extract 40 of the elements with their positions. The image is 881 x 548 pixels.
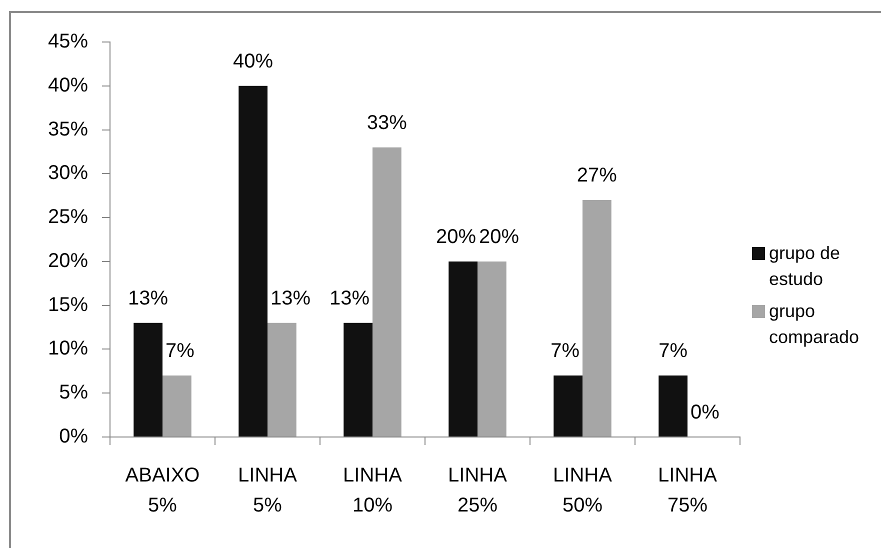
bar — [162, 376, 192, 436]
data-label: 7% — [166, 340, 195, 362]
bar — [372, 147, 402, 436]
bar — [134, 322, 162, 436]
data-label: 40% — [233, 50, 274, 72]
bar — [478, 261, 506, 436]
x-tick-label: LINHA 75% — [658, 464, 718, 517]
x-tick-label: LINHA 10% — [343, 464, 403, 517]
data-label: 33% — [366, 112, 408, 134]
data-label: 7% — [550, 340, 580, 362]
y-tick-label: 20% — [48, 250, 88, 272]
bar — [582, 200, 612, 436]
y-tick-label: 45% — [48, 30, 88, 53]
data-label: 7% — [658, 340, 688, 362]
data-label: 20% — [479, 226, 520, 248]
data-label: 0% — [690, 402, 720, 424]
bar — [268, 322, 296, 436]
bar — [238, 86, 268, 436]
data-label: 13% — [128, 287, 168, 310]
y-tick-label: 25% — [48, 206, 88, 228]
bar — [554, 376, 582, 436]
y-tick-label: 0% — [59, 426, 88, 448]
x-tick-label: LINHA 50% — [553, 464, 613, 517]
y-tick-label: 10% — [48, 338, 88, 360]
y-tick-label: 15% — [48, 294, 88, 316]
bar — [344, 322, 372, 436]
bar — [658, 376, 688, 436]
y-tick-label: 30% — [48, 162, 88, 184]
legend-label: grupo comparado — [769, 300, 860, 349]
data-label: 20% — [436, 226, 476, 248]
x-tick-label: ABAIXO 5% — [125, 464, 200, 517]
data-label: 13% — [270, 287, 311, 310]
bar — [448, 261, 478, 436]
data-label: 27% — [576, 164, 618, 187]
data-label: 13% — [329, 287, 370, 310]
x-tick-label: LINHA 5% — [238, 464, 298, 517]
y-tick-label: 40% — [48, 74, 88, 96]
y-tick-label: 35% — [48, 118, 88, 140]
y-tick-label: 5% — [59, 382, 88, 404]
x-tick-label: LINHA 25% — [448, 464, 508, 517]
